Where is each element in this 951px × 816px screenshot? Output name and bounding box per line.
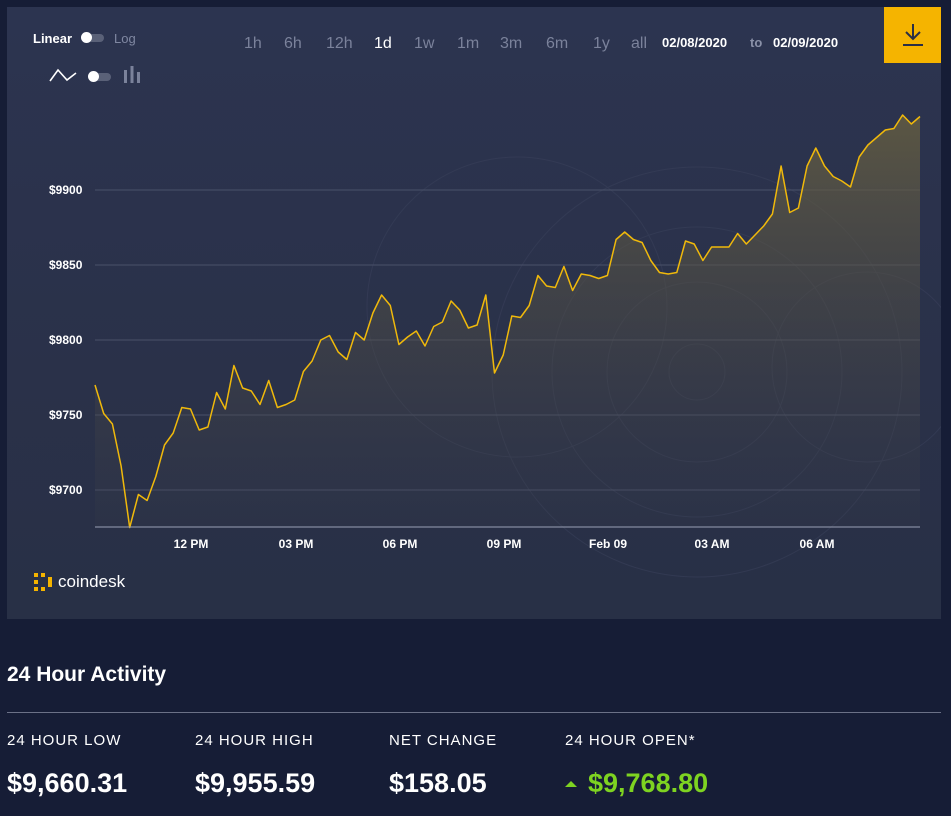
- x-tick-label: 06 AM: [800, 537, 835, 551]
- x-tick-label: 03 AM: [695, 537, 730, 551]
- y-tick-label: $9850: [49, 258, 83, 272]
- range-1h[interactable]: 1h: [244, 35, 262, 52]
- range-6h[interactable]: 6h: [284, 35, 302, 52]
- stat-low: 24 HOUR LOW $9,660.31: [7, 732, 127, 799]
- y-tick-label: $9800: [49, 333, 83, 347]
- stat-change-label: NET CHANGE: [389, 732, 498, 749]
- stat-open-value: $9,768.80: [588, 768, 709, 798]
- date-to-word: to: [750, 35, 763, 50]
- x-tick-label: 03 PM: [279, 537, 314, 551]
- range-1d[interactable]: 1d: [374, 35, 392, 52]
- price-line: [94, 114, 921, 529]
- stat-high: 24 HOUR HIGH $9,955.59: [195, 732, 315, 799]
- y-tick-label: $9750: [49, 408, 83, 422]
- stat-change: NET CHANGE $158.05: [389, 732, 497, 799]
- coindesk-logo: coindesk: [34, 572, 125, 592]
- coindesk-logo-text: coindesk: [58, 572, 126, 591]
- bar-chart-icon[interactable]: [123, 65, 141, 89]
- range-3m[interactable]: 3m: [500, 35, 523, 52]
- chart-panel: $9700 $9750 $9800 $9850 $9900 12 PM 03 PM 06 PM…: [7, 7, 941, 619]
- x-tick-label: Feb 09: [589, 537, 627, 551]
- download-button[interactable]: [884, 7, 941, 63]
- stat-low-label: 24 HOUR LOW: [7, 732, 122, 749]
- chart-type-toggle[interactable]: [88, 71, 111, 82]
- stat-high-value: $9,955.59: [195, 768, 316, 798]
- stat-open-label: 24 HOUR OPEN*: [565, 732, 696, 749]
- stat-low-value: $9,660.31: [7, 768, 128, 798]
- scale-linear-label[interactable]: Linear: [33, 30, 73, 46]
- activity-divider: [7, 712, 941, 713]
- date-to-field[interactable]: 02/09/2020: [773, 35, 839, 50]
- line-chart-icon[interactable]: [49, 66, 77, 89]
- chart-type-toggle-row: [49, 65, 141, 89]
- scale-toggle-knob: [81, 32, 93, 43]
- download-icon: [902, 24, 923, 46]
- range-1y[interactable]: 1y: [593, 35, 610, 52]
- stat-open-value-row: $9,768.80: [565, 768, 708, 799]
- x-tick-label: 12 PM: [174, 537, 209, 551]
- up-arrow-icon: [565, 780, 577, 787]
- coindesk-logo-icon: [34, 573, 52, 591]
- range-1w[interactable]: 1w: [414, 35, 435, 52]
- stat-high-label: 24 HOUR HIGH: [195, 732, 314, 749]
- price-chart: $9700 $9750 $9800 $9850 $9900 12 PM 03 PM 06 PM…: [49, 114, 941, 578]
- y-tick-label: $9900: [49, 183, 83, 197]
- chart-type-toggle-knob: [88, 71, 99, 82]
- scale-log-label[interactable]: Log: [114, 30, 136, 46]
- activity-title: 24 Hour Activity: [7, 663, 167, 686]
- x-tick-label: 09 PM: [487, 537, 522, 551]
- range-all[interactable]: all: [631, 35, 648, 52]
- date-from-field[interactable]: 02/08/2020: [662, 35, 728, 50]
- scale-toggle-row: Linear Log: [33, 30, 136, 46]
- stat-open: 24 HOUR OPEN* $9,768.80: [565, 732, 708, 799]
- range-12h[interactable]: 12h: [326, 35, 353, 52]
- scale-toggle[interactable]: [81, 32, 105, 43]
- range-1m[interactable]: 1m: [457, 35, 480, 52]
- stat-change-value: $158.05: [389, 768, 487, 798]
- y-tick-label: $9700: [49, 483, 83, 497]
- price-area-fill: [95, 115, 920, 528]
- range-6m[interactable]: 6m: [546, 35, 569, 52]
- x-tick-label: 06 PM: [383, 537, 418, 551]
